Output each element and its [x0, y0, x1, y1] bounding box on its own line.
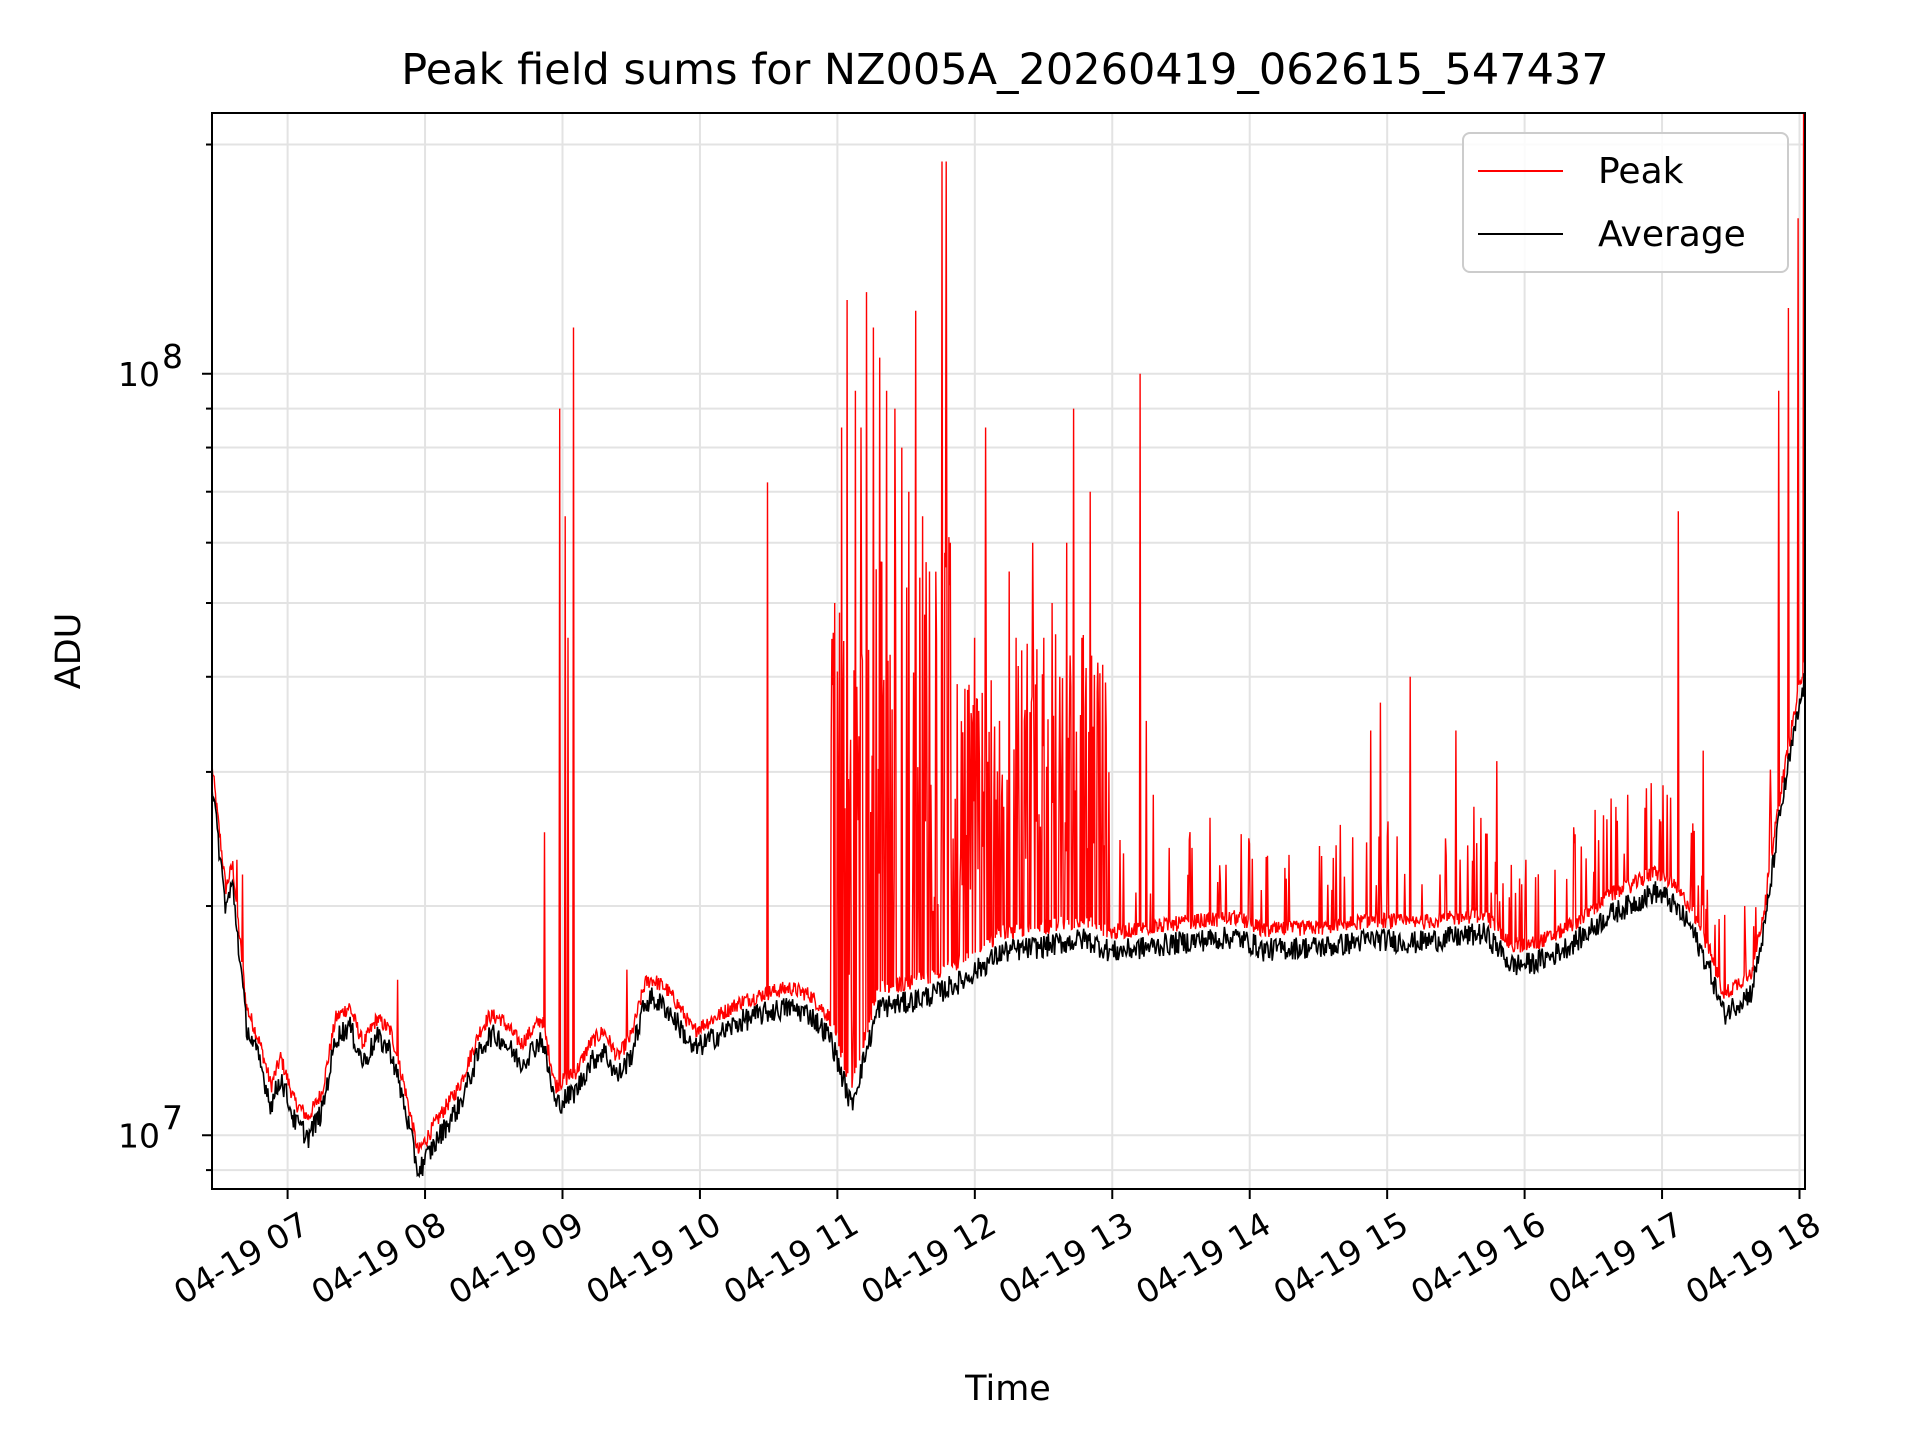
y-tick-exponent: 7: [162, 1098, 183, 1137]
plot-area-frame: [211, 112, 1806, 1190]
peak-series-line: [212, 113, 1805, 1154]
average-series-line: [212, 673, 1805, 1179]
legend-average-label: Average: [1598, 214, 1746, 255]
x-axis-label: Time: [964, 1369, 1051, 1409]
y-tick-label: 10: [118, 355, 160, 394]
y-tick-label: 10: [118, 1116, 160, 1155]
chart-title: Peak field sums for NZ005A_20260419_0626…: [401, 45, 1608, 95]
y-axis-label: ADU: [49, 613, 89, 690]
legend: Peak Average: [1462, 132, 1789, 273]
legend-box: [1462, 132, 1789, 273]
y-tick-exponent: 8: [162, 337, 183, 376]
legend-peak-label: Peak: [1598, 151, 1684, 192]
plot-series: [212, 113, 1805, 1179]
